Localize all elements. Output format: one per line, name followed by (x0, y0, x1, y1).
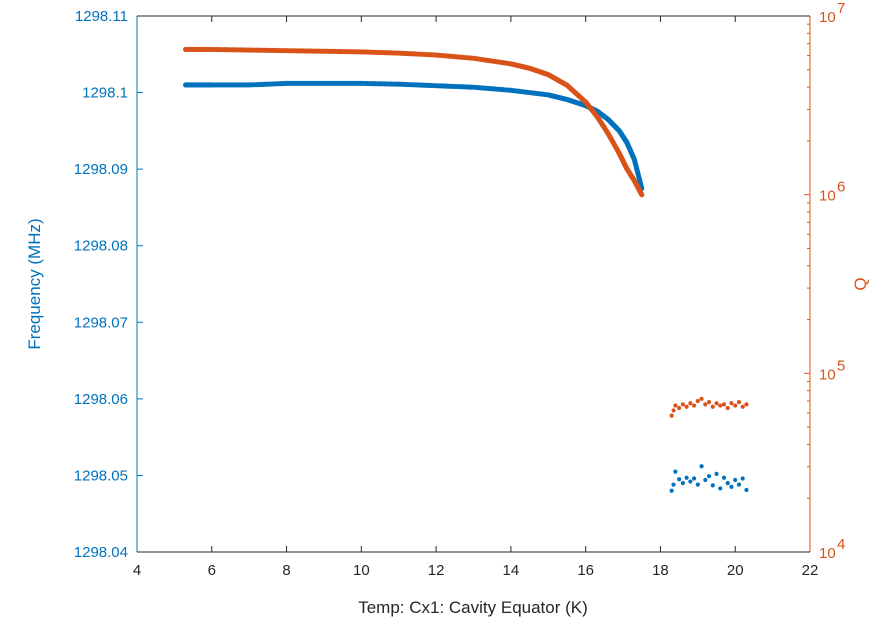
data-point-series-1 (744, 487, 749, 493)
right-tick-base: 10 (819, 188, 836, 205)
data-point-series-1 (736, 482, 742, 487)
data-point-series-3 (684, 404, 689, 409)
data-point-series-3 (671, 408, 676, 413)
data-point-series-1 (721, 475, 727, 480)
data-point-series-3 (736, 400, 742, 405)
left-tick-label: 1298.1 (82, 85, 128, 102)
data-point-series-1 (710, 483, 715, 488)
left-tick-label: 1298.06 (74, 391, 128, 408)
data-point-series-1 (673, 469, 678, 474)
right-tick-base: 10 (819, 545, 836, 562)
x-tick-label: 10 (353, 562, 370, 579)
right-axis-title: Q (851, 277, 870, 290)
right-tick-exponent: 6 (837, 179, 845, 196)
data-point-series-3 (744, 402, 749, 407)
data-point-series-1 (695, 482, 700, 487)
data-point-series-3 (714, 401, 719, 406)
x-tick-label: 22 (802, 562, 819, 579)
left-tick-label: 1298.09 (74, 161, 128, 178)
data-point-series-1 (729, 484, 734, 490)
data-point-series-3 (703, 402, 708, 407)
data-point-series-1 (706, 474, 712, 479)
data-point-series-1 (725, 480, 730, 486)
right-tick-base: 10 (819, 366, 836, 383)
data-point-series-3 (706, 400, 712, 405)
plot-area (137, 16, 810, 552)
right-tick-base: 10 (819, 9, 836, 26)
right-tick-exponent: 5 (837, 357, 845, 374)
data-point-series-3 (729, 401, 734, 406)
left-tick-label: 1298.05 (74, 467, 128, 484)
x-tick-label: 12 (428, 562, 445, 579)
data-point-series-3 (699, 396, 704, 401)
data-point-series-1 (688, 479, 693, 484)
x-tick-label: 16 (577, 562, 594, 579)
left-axis-title: Frequency (MHz) (25, 218, 44, 349)
x-axis-title: Temp: Cx1: Cavity Equator (K) (358, 598, 588, 617)
data-point-series-3 (688, 401, 693, 406)
data-point-series-2 (639, 192, 645, 198)
left-tick-label: 1298.11 (75, 8, 128, 25)
x-tick-label: 18 (652, 562, 669, 579)
left-tick-label: 1298.04 (74, 544, 128, 561)
x-tick-label: 14 (503, 562, 520, 579)
data-point-series-3 (721, 402, 727, 407)
left-tick-label: 1298.08 (74, 238, 128, 255)
data-point-series-1 (684, 475, 689, 480)
data-point-series-1 (699, 464, 704, 469)
data-point-series-1 (718, 486, 723, 491)
data-point-series-1 (740, 476, 745, 481)
data-point-series-3 (718, 403, 723, 408)
left-tick-label: 1298.07 (74, 314, 128, 331)
data-point-series-1 (669, 488, 674, 493)
data-point-series-1 (677, 477, 682, 482)
data-point-series-3 (740, 404, 745, 409)
data-point-series-1 (714, 471, 719, 476)
x-tick-label: 8 (282, 562, 290, 579)
data-point-series-1 (733, 477, 738, 483)
data-point-series-3 (677, 405, 682, 411)
data-point-series-1 (680, 480, 685, 486)
left-axis-ticks: 1298.04 1298.05 1298.06 1298.07 1298.08 1298.… (74, 8, 143, 561)
data-point-series-3 (680, 402, 685, 407)
data-point-series-3 (673, 403, 678, 408)
data-point-series-3 (725, 405, 730, 411)
right-tick-exponent: 4 (837, 536, 845, 553)
data-point-series-3 (710, 404, 715, 409)
x-tick-label: 4 (133, 562, 141, 579)
data-point-series-1 (703, 477, 708, 483)
data-point-series-3 (733, 403, 738, 408)
data-point-series-1 (671, 482, 676, 487)
data-point-series-3 (695, 398, 700, 404)
x-tick-label: 20 (727, 562, 744, 579)
data-point-series-1 (691, 476, 697, 481)
right-tick-exponent: 7 (837, 0, 845, 17)
data-point-series-3 (691, 403, 697, 408)
data-point-series-3 (669, 413, 674, 418)
data-points (183, 46, 749, 493)
x-tick-label: 6 (208, 562, 216, 579)
